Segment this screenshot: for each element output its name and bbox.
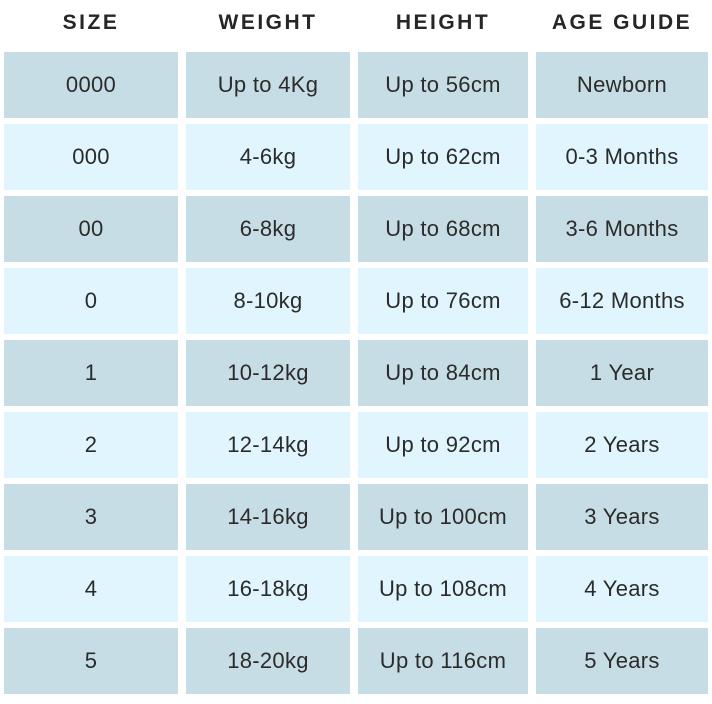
height-cell: Up to 56cm bbox=[358, 52, 528, 118]
size-cell: 0 bbox=[4, 268, 178, 334]
column-header-height: HEIGHT bbox=[395, 11, 491, 34]
age-cell: 0-3 Months bbox=[536, 124, 708, 190]
age-cell: 2 Years bbox=[536, 412, 708, 478]
height-cell: Up to 76cm bbox=[358, 268, 528, 334]
age-cell: 1 Year bbox=[536, 340, 708, 406]
age-cell: Newborn bbox=[536, 52, 708, 118]
height-cell: Up to 92cm bbox=[358, 412, 528, 478]
size-cell: 00 bbox=[4, 196, 178, 262]
age-cell: 3 Years bbox=[536, 484, 708, 550]
size-cell: 000 bbox=[4, 124, 178, 190]
weight-cell: 8-10kg bbox=[186, 268, 350, 334]
weight-cell: Up to 4Kg bbox=[186, 52, 350, 118]
height-cell: Up to 116cm bbox=[358, 628, 528, 694]
height-cell: Up to 84cm bbox=[358, 340, 528, 406]
column-header-weight: WEIGHT bbox=[218, 11, 318, 34]
column-header-size: SIZE bbox=[62, 11, 120, 34]
size-cell: 1 bbox=[4, 340, 178, 406]
height-cell: Up to 62cm bbox=[358, 124, 528, 190]
height-cell: Up to 68cm bbox=[358, 196, 528, 262]
weight-cell: 6-8kg bbox=[186, 196, 350, 262]
size-cell: 3 bbox=[4, 484, 178, 550]
age-cell: 6-12 Months bbox=[536, 268, 708, 334]
size-cell: 4 bbox=[4, 556, 178, 622]
age-cell: 4 Years bbox=[536, 556, 708, 622]
weight-cell: 10-12kg bbox=[186, 340, 350, 406]
weight-cell: 18-20kg bbox=[186, 628, 350, 694]
weight-cell: 12-14kg bbox=[186, 412, 350, 478]
column-header-age-guide: AGE GUIDE bbox=[551, 11, 693, 34]
size-cell: 2 bbox=[4, 412, 178, 478]
age-cell: 3-6 Months bbox=[536, 196, 708, 262]
size-cell: 5 bbox=[4, 628, 178, 694]
weight-cell: 4-6kg bbox=[186, 124, 350, 190]
age-cell: 5 Years bbox=[536, 628, 708, 694]
height-cell: Up to 108cm bbox=[358, 556, 528, 622]
size-cell: 0000 bbox=[4, 52, 178, 118]
weight-cell: 14-16kg bbox=[186, 484, 350, 550]
height-cell: Up to 100cm bbox=[358, 484, 528, 550]
weight-cell: 16-18kg bbox=[186, 556, 350, 622]
